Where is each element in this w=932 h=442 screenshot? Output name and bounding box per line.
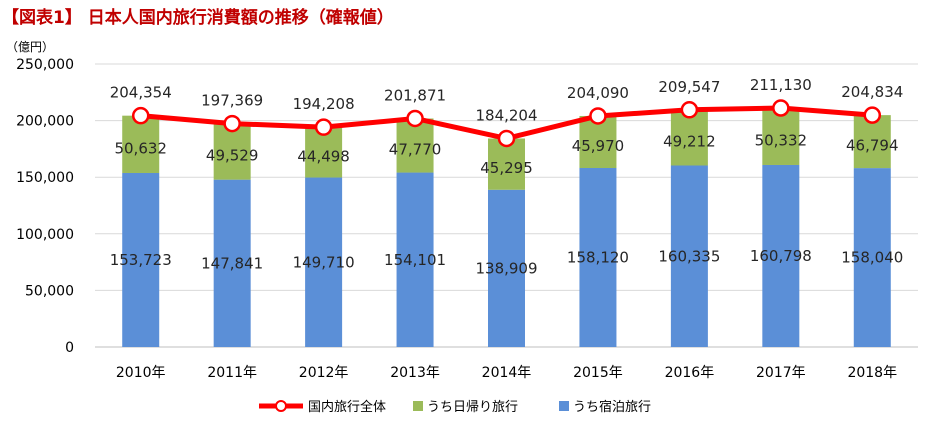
bar-daytrip — [762, 108, 800, 165]
total-point — [680, 101, 699, 119]
total-point — [223, 114, 241, 133]
bar-daytrip — [853, 115, 891, 169]
overnight-value-label: 147,841 — [201, 254, 263, 272]
daytrip-value-label: 45,295 — [480, 159, 533, 177]
overnight-value-label: 160,798 — [750, 247, 812, 265]
daytrip-value-label: 49,529 — [206, 147, 259, 165]
total-value-label: 201,871 — [384, 86, 446, 104]
total-point — [772, 99, 790, 117]
total-value-label: 194,208 — [293, 95, 355, 113]
legend: 国内旅行全体 うち日帰り旅行 うち宿泊旅行 — [259, 399, 651, 415]
daytrip-value-label: 44,498 — [297, 147, 350, 165]
total-value-label: 204,090 — [567, 84, 629, 102]
bars — [122, 108, 891, 347]
overnight-value-label: 158,040 — [841, 249, 903, 267]
overnight-value-label: 149,710 — [293, 253, 355, 271]
total-value-label: 211,130 — [750, 76, 812, 94]
x-tick-label: 2017年 — [756, 365, 806, 381]
total-point — [406, 109, 424, 128]
bar-overnight — [122, 172, 160, 347]
legend-swatch-overnight — [559, 401, 569, 411]
x-tick-label: 2016年 — [665, 365, 715, 381]
x-tick-label: 2011年 — [207, 365, 257, 381]
x-tick-label: 2018年 — [847, 365, 897, 381]
total-value-label: 197,369 — [201, 92, 263, 110]
overnight-value-label: 154,101 — [384, 251, 446, 269]
bar-daytrip — [396, 118, 434, 173]
daytrip-value-label: 46,794 — [846, 137, 899, 155]
y-tick-label: 250,000 — [16, 57, 74, 73]
x-tick-label: 2013年 — [390, 365, 440, 381]
legend-marker-total — [275, 400, 287, 412]
daytrip-value-label: 49,212 — [663, 133, 716, 151]
total-point — [497, 129, 516, 148]
y-tick-label: 50,000 — [25, 283, 74, 299]
x-tick-label: 2012年 — [299, 365, 349, 381]
legend-label-total: 国内旅行全体 — [308, 399, 386, 415]
bar-daytrip — [670, 109, 708, 166]
y-tick-label: 200,000 — [16, 114, 74, 130]
total-point — [314, 118, 333, 136]
bar-overnight — [488, 189, 525, 347]
x-tick-label: 2010年 — [116, 365, 166, 381]
total-value-label: 209,547 — [658, 78, 720, 96]
daytrip-value-label: 50,332 — [755, 131, 808, 149]
legend-swatch-daytrip — [413, 401, 423, 411]
overnight-value-label: 160,335 — [658, 247, 720, 265]
daytrip-value-label: 47,770 — [389, 141, 442, 159]
bar-overnight — [396, 172, 434, 347]
bar-overnight — [670, 165, 708, 347]
y-axis: 0 50,000 100,000 150,000 200,000 250,000 — [16, 57, 74, 356]
chart-title: 【図表1】 日本人国内旅行消費額の推移（確報値） — [2, 8, 394, 28]
bar-overnight — [213, 179, 251, 347]
y-tick-label: 150,000 — [16, 170, 74, 186]
total-value-label: 204,354 — [110, 84, 172, 102]
total-point — [863, 106, 882, 124]
bar-overnight — [305, 177, 343, 347]
total-line — [131, 99, 882, 148]
x-tick-label: 2015年 — [573, 365, 623, 381]
total-point — [589, 107, 607, 125]
bar-overnight — [579, 168, 617, 347]
legend-label-overnight: うち宿泊旅行 — [573, 399, 651, 415]
bar-daytrip — [122, 115, 160, 173]
daytrip-value-label: 50,632 — [114, 139, 167, 157]
data-labels: 204,354 50,632 153,723 197,369 49,529 147,841… — [110, 76, 904, 277]
x-axis: 2010年 2011年 2012年 2013年 2014年 2015年 2016年 2017年… — [116, 365, 897, 381]
overnight-value-label: 138,909 — [475, 259, 537, 277]
overnight-value-label: 158,120 — [567, 249, 629, 267]
bar-overnight — [762, 164, 800, 347]
legend-label-daytrip: うち日帰り旅行 — [427, 399, 518, 415]
total-value-label: 204,834 — [841, 83, 903, 101]
total-value-label: 184,204 — [475, 106, 537, 124]
daytrip-value-label: 45,970 — [572, 137, 625, 155]
x-tick-label: 2014年 — [482, 365, 532, 381]
bar-overnight — [853, 168, 891, 347]
overnight-value-label: 153,723 — [110, 251, 172, 269]
y-axis-unit-label: （億円） — [6, 40, 54, 54]
y-tick-label: 0 — [65, 340, 74, 356]
y-tick-label: 100,000 — [16, 227, 74, 243]
total-point — [131, 106, 150, 125]
bar-daytrip — [213, 123, 251, 180]
